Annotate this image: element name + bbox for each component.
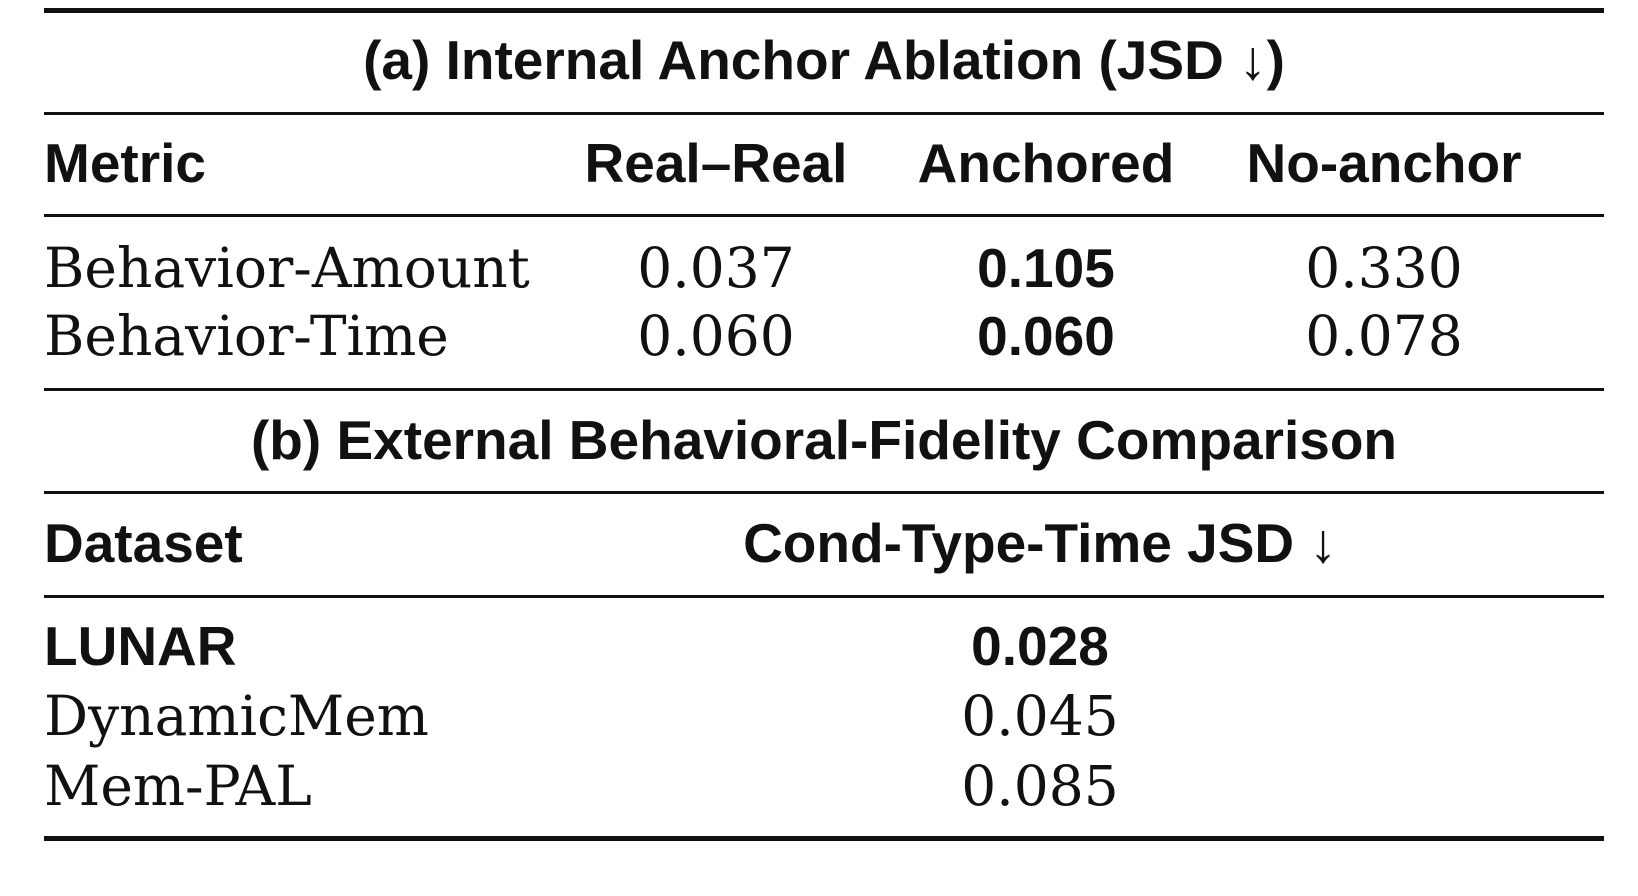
table-row-anchored: 0.105	[977, 237, 1115, 299]
header-dataset: Dataset	[44, 512, 243, 574]
section-a-header-rule	[44, 214, 1604, 217]
header-real-real: Real–Real	[584, 132, 848, 194]
header-anchored: Anchored	[917, 132, 1175, 194]
header-metric: Metric	[44, 132, 206, 194]
header-no-anchor: No-anchor	[1246, 132, 1522, 194]
table-row-no-anchor: 0.078	[1305, 304, 1463, 368]
table-row-metric: Behavior-Amount	[44, 236, 530, 300]
section-b-title-rule	[44, 491, 1604, 494]
table-row-value: 0.085	[961, 754, 1119, 818]
top-rule	[44, 8, 1604, 13]
section-a-title-rule	[44, 112, 1604, 115]
table-row-dataset: Mem-PAL	[44, 754, 312, 818]
bottom-rule	[44, 836, 1604, 841]
table-row-no-anchor: 0.330	[1305, 236, 1463, 300]
table-row-anchored: 0.060	[977, 305, 1115, 367]
table-row-real-real: 0.037	[637, 236, 795, 300]
section-a-bottom-rule	[44, 388, 1604, 391]
table-row-value: 0.028	[971, 615, 1109, 677]
table-row-dataset: DynamicMem	[44, 684, 429, 748]
table-row-dataset: LUNAR	[44, 615, 237, 677]
table-row-real-real: 0.060	[637, 304, 795, 368]
section-a-title: (a) Internal Anchor Ablation (JSD ↓)	[363, 29, 1285, 91]
table-row-value: 0.045	[961, 684, 1119, 748]
section-b-header-rule	[44, 595, 1604, 598]
table-row-metric: Behavior-Time	[44, 304, 449, 368]
header-cond-type-time-jsd: Cond-Type-Time JSD ↓	[743, 512, 1337, 574]
section-b-title: (b) External Behavioral-Fidelity Compari…	[250, 409, 1398, 471]
